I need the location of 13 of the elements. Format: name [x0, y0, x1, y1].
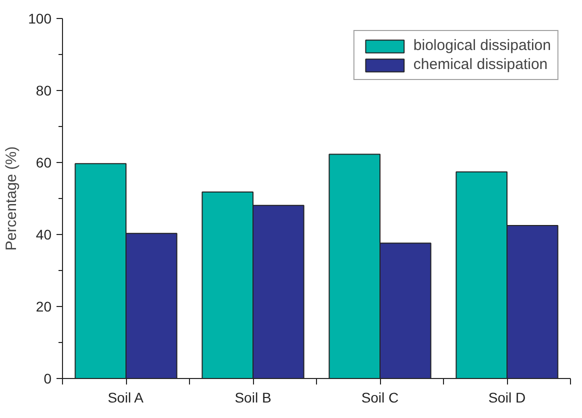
x-tick-label: Soil A — [108, 390, 144, 406]
x-tick-label: Soil C — [361, 390, 399, 406]
x-tick-label: Soil B — [234, 390, 272, 406]
y-tick-label: 20 — [36, 298, 52, 314]
y-tick-label: 100 — [28, 10, 52, 26]
y-tick-label: 0 — [44, 370, 52, 386]
legend-label: biological dissipation — [413, 37, 551, 54]
legend-label: chemical dissipation — [413, 56, 548, 73]
y-axis-title: Percentage (%) — [3, 146, 20, 251]
y-tick-label: 60 — [36, 154, 52, 170]
y-tick-label: 80 — [36, 82, 52, 98]
x-tick-label: Soil D — [488, 390, 526, 406]
y-tick-label: 40 — [36, 226, 52, 242]
